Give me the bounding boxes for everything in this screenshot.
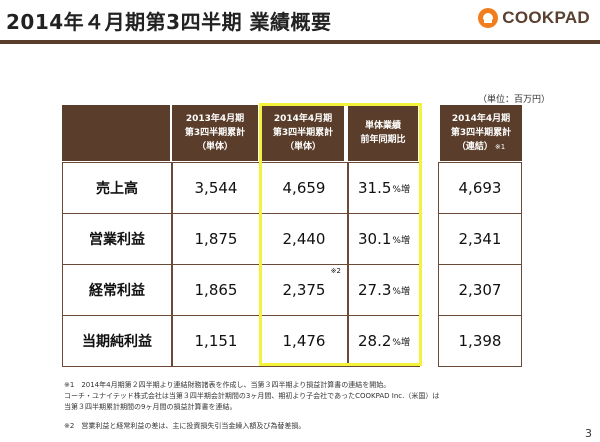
value-text: 3,544 (194, 179, 238, 197)
value-prev-year: 1,865 (172, 264, 260, 316)
value-prev-year: 1,875 (172, 213, 260, 265)
value-text: 1,865 (194, 281, 238, 299)
yoy-unit: %増 (392, 337, 410, 348)
value-consolidated: 2,307 (438, 264, 522, 316)
yoy-percent: 30.1 (358, 230, 392, 248)
value-prev-year: 1,151 (172, 315, 260, 367)
footnotes: ※1 2014年4月期第２四半期より連結財務諸表を作成し、当第３四半期より損益計… (64, 380, 564, 432)
cookpad-logo: COOKPAD (478, 8, 590, 28)
value-yoy-change: 27.3 %増 (348, 264, 420, 316)
row-label: 営業利益 (62, 213, 172, 265)
yoy-percent: 31.5 (358, 179, 392, 197)
footnote-line: ※1 2014年4月期第２四半期より連結財務諸表を作成し、当第３四半期より損益計… (64, 381, 391, 389)
value-consolidated: 2,341 (438, 213, 522, 265)
value-text: 1,398 (458, 332, 502, 350)
header-line: 2013年4月期 (185, 114, 245, 124)
value-text: 2,375 (282, 281, 326, 299)
value-text: 4,693 (458, 179, 502, 197)
footnote-ref: ※2 (330, 267, 341, 275)
value-yoy-change: 28.2 %増 (348, 315, 420, 367)
value-text: 2,307 (458, 281, 502, 299)
page-title: 2014年４月期第3四半期 業績概要 (6, 10, 332, 34)
footnote-line: ※2 営業利益と経常利益の差は、主に投資損失引当金繰入額及び為替差損。 (64, 422, 306, 430)
value-text: 4,659 (282, 179, 326, 197)
unit-note: （単位：百万円） (478, 95, 551, 105)
header-consolidated: 2014年4月期 第3四半期累計 （連結） ※1 (440, 105, 522, 161)
value-text: 2,440 (282, 230, 326, 248)
page-number: 3 (585, 427, 592, 440)
value-yoy-change: 30.1 %増 (348, 213, 420, 265)
yoy-percent: 28.2 (358, 332, 392, 350)
title-divider (0, 40, 600, 44)
header-line: 第3四半期累計 (272, 128, 334, 138)
header-line: 前年同期比 (360, 135, 406, 145)
header-corner (62, 105, 170, 161)
header-yoy: 単体業績 前年同期比 (348, 105, 418, 161)
yoy-percent: 27.3 (358, 281, 392, 299)
row-label-text: 経常利益 (89, 283, 145, 299)
yoy-unit: %増 (392, 286, 410, 297)
header-line: （単体） (196, 142, 233, 152)
value-yoy-change: 31.5 %増 (348, 162, 420, 214)
header-line: （連結） (456, 142, 493, 152)
value-text: 1,875 (194, 230, 238, 248)
value-consolidated: 1,398 (438, 315, 522, 367)
footnote-ref: ※1 (494, 143, 506, 151)
footnote-line: コーチ・ユナイテッド株式会社は当第３四半期会計期間の3ヶ月間、期初より子会社であ… (64, 392, 440, 400)
value-text: 1,151 (194, 332, 238, 350)
value-current-year: 4,659 (260, 162, 348, 214)
row-label-text: 営業利益 (89, 232, 145, 248)
value-prev-year: 3,544 (172, 162, 260, 214)
chef-hat-icon (478, 8, 499, 28)
header-line: （単体） (284, 142, 321, 152)
header-line: 2014年4月期 (273, 114, 333, 124)
header-line: 単体業績 (364, 121, 401, 131)
row-label-text: 当期純利益 (82, 334, 152, 350)
header-line: 第3四半期累計 (184, 128, 246, 138)
footnote-line: 当第３四半期累計期間の9ヶ月間の損益計算書を連結。 (64, 403, 237, 411)
header-line: 2014年4月期 (451, 114, 511, 124)
yoy-unit: %増 (392, 184, 410, 195)
yoy-unit: %増 (392, 235, 410, 246)
value-current-year: 1,476 (260, 315, 348, 367)
value-text: 2,341 (458, 230, 502, 248)
value-current-year: 2,440 (260, 213, 348, 265)
header-prev-year: 2013年4月期 第3四半期累計 （単体） (172, 105, 258, 161)
header-current-year: 2014年4月期 第3四半期累計 （単体） (262, 105, 344, 161)
row-label: 経常利益 (62, 264, 172, 316)
row-label: 売上高 (62, 162, 172, 214)
header-line: 第3四半期累計 (450, 128, 512, 138)
value-text: 1,476 (282, 332, 326, 350)
row-label-text: 売上高 (96, 181, 138, 197)
logo-text: COOKPAD (502, 8, 590, 27)
value-current-year: 2,375 ※2 (260, 264, 348, 316)
row-label: 当期純利益 (62, 315, 172, 367)
value-consolidated: 4,693 (438, 162, 522, 214)
